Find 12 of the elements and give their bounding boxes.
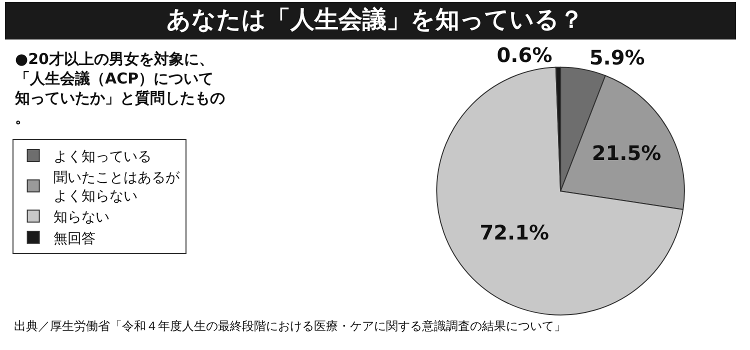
source-note: 出典／厚生労働省「令和４年度人生の最終段階における医療・ケアに関する意識調査の結果について」: [14, 319, 566, 333]
legend-label: よく知っている: [53, 148, 152, 165]
pie-slice: [436, 66, 684, 316]
data-label: 72.1%: [480, 220, 550, 244]
legend-label: 知らない: [53, 210, 110, 226]
chart-title: あなたは「人生会議」を知っている？: [166, 5, 584, 34]
data-label: 5.9%: [589, 46, 645, 70]
legend-label: 聞いたことはあるがよく知らない: [53, 170, 180, 204]
data-label: 21.5%: [592, 140, 662, 165]
legend-label: 無回答: [53, 230, 96, 247]
data-label: 0.6%: [496, 43, 552, 68]
text: ●20才以上の男女を対象に、「人生会議（ACP）について知っていたか」と質問したもの。: [14, 50, 225, 126]
